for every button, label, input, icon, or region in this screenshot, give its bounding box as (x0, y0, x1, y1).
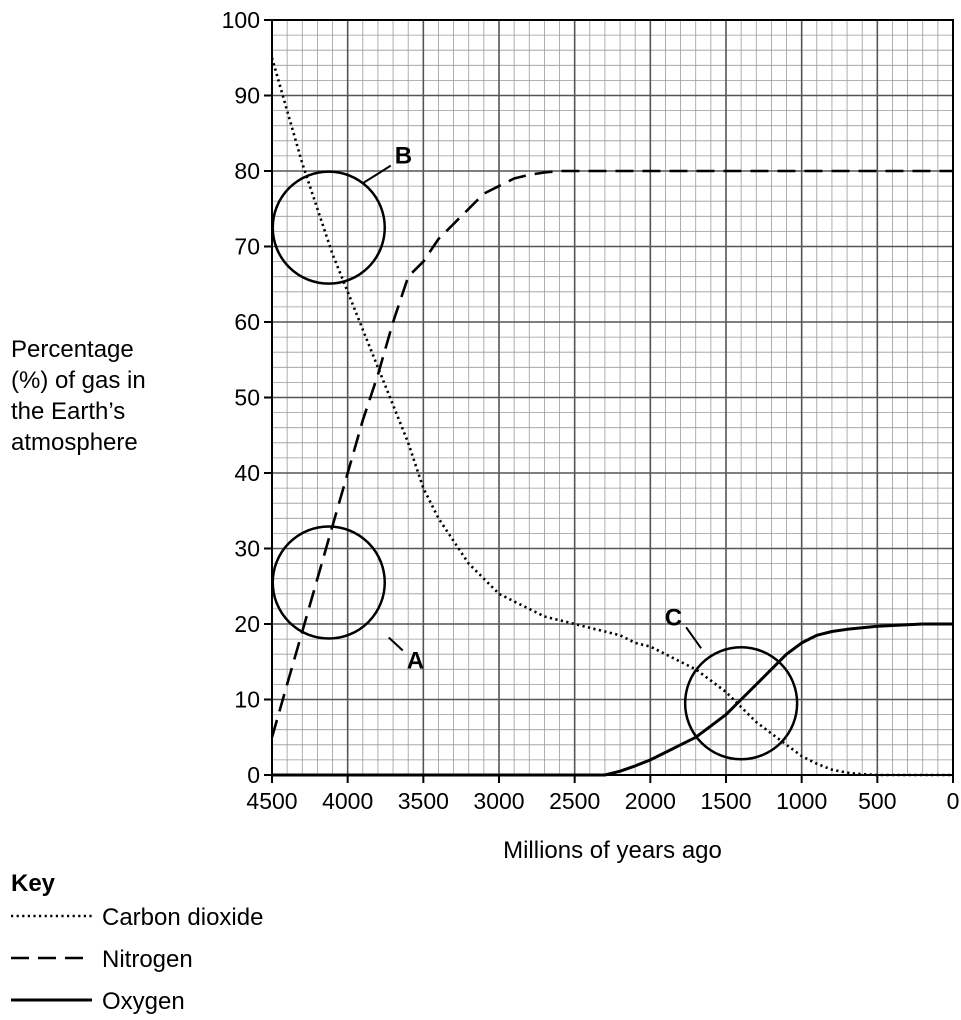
series-line-carbon-dioxide (270, 57, 953, 777)
callout-label-a: A (407, 647, 424, 674)
y-tick-label: 30 (234, 536, 260, 562)
callout-circle-b (271, 170, 386, 285)
x-tick-label: 2000 (625, 788, 676, 814)
callout-circle-a (271, 525, 386, 640)
callout-leader-b (363, 164, 392, 184)
callout-leader-a (388, 636, 404, 652)
y-axis-title-line: Percentage (11, 336, 134, 363)
y-axis-title-line: the Earth’s (11, 398, 125, 425)
y-axis-ticks: 0 10 20 30 40 50 60 70 80 90 100 (222, 7, 272, 788)
legend: Key Carbon dioxide Nitrogen Oxygen (11, 870, 263, 1015)
x-tick-label: 0 (947, 788, 960, 814)
y-tick-label: 0 (247, 762, 260, 788)
callout-circle-c (683, 646, 799, 761)
y-tick-label: 20 (234, 611, 260, 637)
y-tick-label: 70 (234, 234, 260, 260)
y-tick-label: 80 (234, 158, 260, 184)
callouts: A B C (271, 143, 799, 761)
x-tick-label: 2500 (549, 788, 600, 814)
x-tick-label: 4000 (322, 788, 373, 814)
callout-label-c: C (665, 604, 682, 631)
series-line-nitrogen (270, 169, 953, 738)
x-tick-label: 1500 (700, 788, 751, 814)
y-tick-label: 60 (234, 309, 260, 335)
major-gridlines (271, 19, 954, 776)
legend-label-nitrogen: Nitrogen (102, 946, 193, 973)
x-axis-title: Millions of years ago (503, 837, 722, 864)
callout-label-b: B (395, 143, 412, 170)
x-tick-label: 1000 (776, 788, 827, 814)
y-tick-label: 40 (234, 460, 260, 486)
x-tick-label: 4500 (246, 788, 297, 814)
x-tick-label: 500 (858, 788, 896, 814)
x-tick-label: 3500 (398, 788, 449, 814)
series-lines (270, 57, 953, 777)
y-tick-label: 10 (234, 687, 260, 713)
y-axis-title-line: (%) of gas in (11, 367, 146, 394)
legend-title: Key (11, 870, 56, 897)
x-tick-label: 3000 (473, 788, 524, 814)
series-line-oxygen (272, 622, 953, 777)
x-axis-ticks: 4500 4000 3500 3000 2500 2000 1500 1000 500 0 (246, 775, 959, 814)
y-tick-label: 90 (234, 83, 260, 109)
legend-label-carbon-dioxide: Carbon dioxide (102, 904, 263, 931)
y-tick-label: 100 (222, 7, 260, 33)
callout-leader-c (685, 626, 702, 649)
y-tick-label: 50 (234, 385, 260, 411)
legend-label-oxygen: Oxygen (102, 988, 185, 1015)
y-axis-title-line: atmosphere (11, 429, 138, 456)
y-axis-title: Percentage (%) of gas in the Earth’s atmosp… (11, 336, 146, 456)
